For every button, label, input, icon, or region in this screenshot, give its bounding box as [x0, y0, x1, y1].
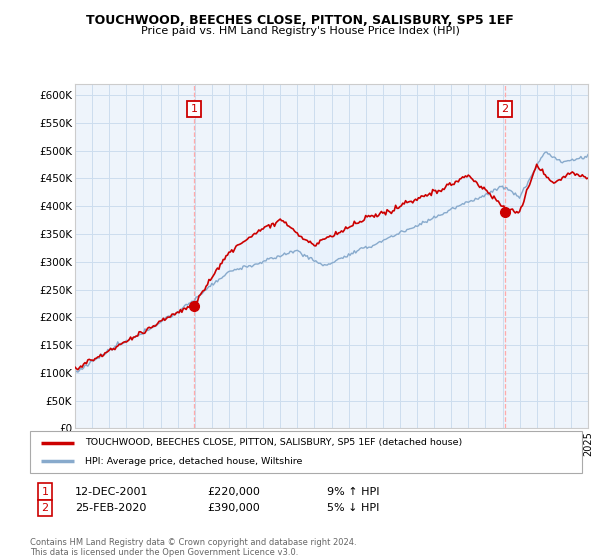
Text: 5% ↓ HPI: 5% ↓ HPI: [327, 503, 379, 513]
Text: 25-FEB-2020: 25-FEB-2020: [75, 503, 146, 513]
Text: 2: 2: [502, 104, 509, 114]
Text: 12-DEC-2001: 12-DEC-2001: [75, 487, 149, 497]
Text: HPI: Average price, detached house, Wiltshire: HPI: Average price, detached house, Wilt…: [85, 457, 302, 466]
Text: £390,000: £390,000: [207, 503, 260, 513]
Text: 1: 1: [190, 104, 197, 114]
Text: 1: 1: [41, 487, 49, 497]
Text: 9% ↑ HPI: 9% ↑ HPI: [327, 487, 380, 497]
Text: £220,000: £220,000: [207, 487, 260, 497]
Text: Contains HM Land Registry data © Crown copyright and database right 2024.
This d: Contains HM Land Registry data © Crown c…: [30, 538, 356, 557]
Text: Price paid vs. HM Land Registry's House Price Index (HPI): Price paid vs. HM Land Registry's House …: [140, 26, 460, 36]
Text: TOUCHWOOD, BEECHES CLOSE, PITTON, SALISBURY, SP5 1EF: TOUCHWOOD, BEECHES CLOSE, PITTON, SALISB…: [86, 14, 514, 27]
Text: TOUCHWOOD, BEECHES CLOSE, PITTON, SALISBURY, SP5 1EF (detached house): TOUCHWOOD, BEECHES CLOSE, PITTON, SALISB…: [85, 438, 463, 447]
Text: 2: 2: [41, 503, 49, 513]
